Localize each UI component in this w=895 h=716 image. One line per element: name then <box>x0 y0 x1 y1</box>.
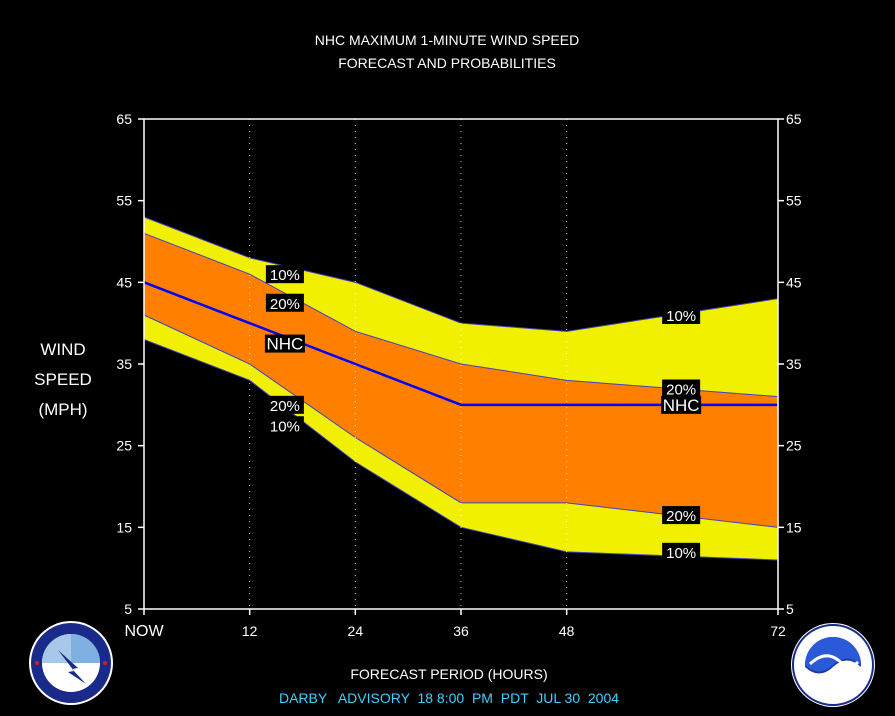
nhc-forecast-line <box>143 281 778 407</box>
band-label-background <box>264 334 305 353</box>
lower-10-boundary <box>143 339 779 561</box>
band-label-background <box>662 542 701 561</box>
y-axis-label-line-3: (MPH) <box>38 400 87 419</box>
band-label-background <box>265 265 304 284</box>
y-tick-label-right: 65 <box>786 111 802 127</box>
band-label: 10% <box>666 545 696 562</box>
band-label: NHC <box>663 396 700 415</box>
y-tick-label-left: 55 <box>116 193 132 209</box>
x-tick-label: NOW <box>124 623 164 640</box>
x-tick-label: 48 <box>559 623 575 639</box>
chart-subtitle: FORECAST AND PROBABILITIES <box>338 55 556 71</box>
band-label-background <box>265 395 304 414</box>
chart-title: NHC MAXIMUM 1-MINUTE WIND SPEED <box>315 32 579 48</box>
upper-10-boundary <box>143 216 779 332</box>
band-label-background <box>662 379 701 398</box>
y-tick-label-left: 45 <box>116 274 132 290</box>
band-label: 20% <box>666 508 696 525</box>
y-tick-label-right: 25 <box>786 438 802 454</box>
y-tick-label-left: 5 <box>124 601 132 617</box>
y-tick-label-left: 65 <box>116 111 132 127</box>
band-label: NHC <box>266 335 303 354</box>
forecast-line-group <box>143 281 778 407</box>
y-axis-label-line-1: WIND <box>40 340 85 359</box>
y-tick-label-left: 25 <box>116 438 132 454</box>
y-tick-label-right: 55 <box>786 193 802 209</box>
band-label-background <box>265 293 304 312</box>
band-label: 10% <box>270 418 300 435</box>
band-label: 20% <box>270 398 300 415</box>
x-tick-label: 72 <box>770 623 786 639</box>
y-tick-label-right: 45 <box>786 274 802 290</box>
lower-20-boundary <box>143 314 779 528</box>
band-label: 20% <box>666 382 696 399</box>
band-label: 20% <box>270 296 300 313</box>
band-label-background <box>662 506 701 525</box>
y-axis-left: 5 15 25 35 45 55 65 <box>116 111 144 617</box>
band-label: 10% <box>270 267 300 284</box>
x-tick-label: 24 <box>348 623 364 639</box>
x-axis: NOW 12 24 36 48 72 <box>124 609 786 640</box>
noaa-logo <box>791 623 875 707</box>
y-axis-right: 5 15 25 35 45 55 65 <box>778 111 802 617</box>
y-tick-label-right: 15 <box>786 519 802 535</box>
band-label-background <box>661 395 702 414</box>
band-label-background <box>265 416 304 435</box>
band-label-background <box>662 306 701 324</box>
y-axis-label-line-2: SPEED <box>34 370 92 389</box>
y-tick-label-right: 35 <box>786 356 802 372</box>
x-tick-label: 36 <box>453 623 469 639</box>
x-tick-label: 12 <box>242 623 258 639</box>
x-axis-label: FORECAST PERIOD (HOURS) <box>350 666 547 682</box>
nws-logo <box>29 621 113 705</box>
advisory-footer: DARBY ADVISORY 18 8:00 PM PDT JUL 30 200… <box>279 690 619 706</box>
y-tick-label-left: 35 <box>116 356 132 372</box>
upper-20-boundary <box>143 232 779 398</box>
y-tick-label-left: 15 <box>116 519 132 535</box>
vertical-gridlines <box>249 119 568 609</box>
band-label: 10% <box>666 308 696 325</box>
y-tick-label-right: 5 <box>786 601 794 617</box>
